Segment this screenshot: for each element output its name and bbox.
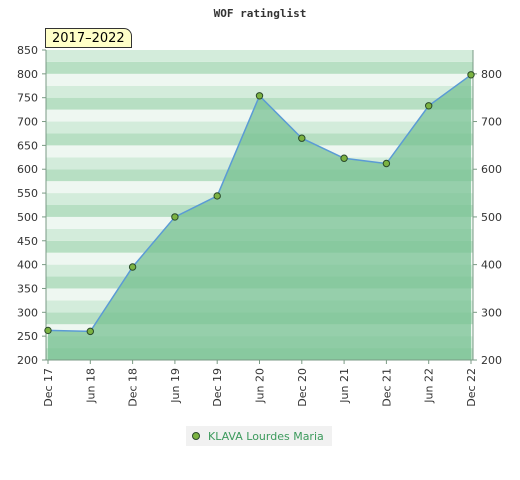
data-point [382,159,391,168]
y-tick-label-right: 800 [481,68,502,81]
grid-band [46,73,473,86]
x-tick-label: Dec 17 [42,368,55,407]
series-area [48,74,471,361]
legend-label: KLAVA Lourdes Maria [208,429,324,443]
y-tick-label-left: 800 [17,68,38,81]
y-tick-label-left: 600 [17,163,38,176]
y-tick-label-right: 200 [481,354,502,367]
x-tick-label: Dec 18 [127,368,140,407]
data-point [340,154,348,162]
y-axis-right: 200 300 400 500 600 700 800 [473,68,502,367]
y-tick-label-right: 700 [481,116,502,129]
y-tick-label-left: 650 [17,139,38,152]
y-tick-label-right: 500 [481,211,502,224]
x-tick-label: Dec 19 [211,368,224,407]
y-tick-label-right: 400 [481,259,502,272]
y-tick-label-left: 850 [17,44,38,57]
legend[interactable]: KLAVA Lourdes Maria [186,426,332,446]
y-tick-label-left: 300 [17,306,38,319]
y-tick-label-right: 300 [481,306,502,319]
y-tick-label-left: 250 [17,330,38,343]
x-axis: Dec 17 Jun 18 Dec 18 Jun 19 Dec 19 Jun 20 Dec … [42,360,478,407]
y-tick-label-left: 200 [17,354,38,367]
legend-marker [192,432,200,440]
x-tick-label: Jun 18 [84,368,97,404]
x-tick-label: Jun 19 [169,368,182,404]
data-point [171,213,179,221]
y-tick-label-left: 500 [17,211,38,224]
y-tick-label-left: 550 [17,187,38,200]
y-tick-label-left: 750 [17,92,38,105]
grid-band [46,50,473,62]
y-tick-label-left: 400 [17,259,38,272]
y-tick-label-left: 350 [17,282,38,295]
data-point [128,263,137,271]
data-point [86,327,95,336]
x-tick-label: Dec 21 [380,368,393,407]
y-tick-label-right: 600 [481,163,502,176]
data-point [44,326,52,335]
y-axis-left: 200 250 300 350 400 450 500 550 600 650 700 750 800 8… [17,44,46,367]
data-point [298,134,306,142]
data-point [425,102,433,110]
x-tick-label: Dec 22 [465,368,478,407]
x-tick-label: Jun 21 [338,368,351,404]
grid-band [46,85,473,98]
grid-band [46,61,473,74]
data-point [213,192,221,200]
y-tick-label-left: 700 [17,116,38,129]
data-point [467,71,475,79]
x-tick-label: Jun 20 [254,368,267,404]
chart-title: WOF ratinglist [214,7,307,20]
data-point [255,92,264,100]
x-tick-label: Dec 20 [296,368,309,407]
y-tick-label-left: 450 [17,235,38,248]
period-label: 2017–2022 [45,28,132,48]
x-tick-label: Jun 22 [423,368,436,404]
data-markers [44,71,475,336]
